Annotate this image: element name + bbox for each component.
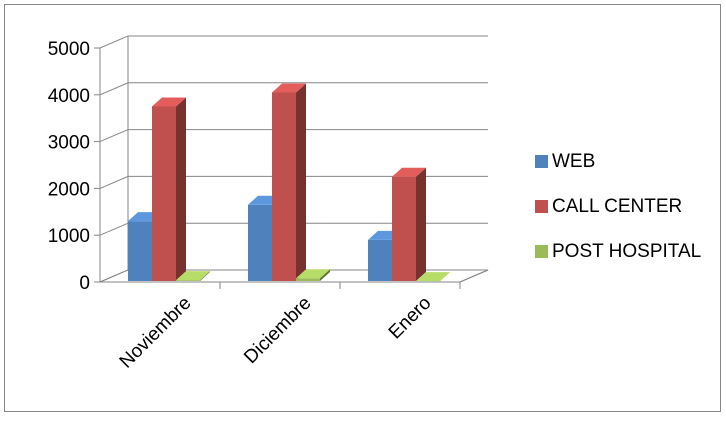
- bar-side: [176, 97, 186, 281]
- y-tick-label: 3000: [48, 133, 90, 154]
- bar-front: [128, 221, 152, 281]
- legend-label: WEB: [552, 151, 595, 172]
- bar-front: [368, 239, 392, 281]
- legend: WEB CALL CENTER POST HOSPITAL: [535, 151, 701, 262]
- bar: [176, 271, 210, 281]
- bar-top: [272, 83, 306, 93]
- y-tick-label: 1000: [48, 226, 90, 247]
- chart-border: [4, 4, 721, 412]
- bar-side: [320, 269, 330, 281]
- y-tick-label: 2000: [48, 179, 90, 200]
- bar-side: [416, 167, 426, 281]
- bar-top: [296, 269, 330, 279]
- legend-swatch: [535, 155, 548, 168]
- bar: [392, 167, 426, 281]
- bar-top: [416, 272, 450, 282]
- y-tick-label: 0: [79, 273, 90, 294]
- bars: [128, 83, 450, 282]
- bar: [152, 97, 186, 281]
- y-tick-label: 4000: [48, 86, 90, 107]
- axes: [94, 36, 489, 289]
- y-tick-label: 5000: [48, 39, 90, 60]
- y-tick-labels: 0 1000 2000 3000 4000 5000: [48, 39, 90, 294]
- bar-front: [272, 92, 296, 282]
- legend-label: POST HOSPITAL: [552, 241, 701, 262]
- bar-front: [152, 106, 176, 281]
- legend-swatch: [535, 200, 548, 213]
- bar: [272, 83, 306, 282]
- bar-top: [392, 167, 426, 177]
- bar: [296, 269, 330, 281]
- floor-right-edge: [459, 269, 489, 283]
- legend-label: CALL CENTER: [552, 196, 682, 217]
- bar-front: [392, 176, 416, 281]
- bar-top: [152, 97, 186, 107]
- bar-side: [296, 83, 306, 282]
- bar-side: [200, 271, 210, 281]
- bar-front: [248, 204, 272, 281]
- bar: [416, 272, 450, 282]
- bar-front: [176, 280, 200, 281]
- bar-front: [296, 278, 320, 281]
- legend-swatch: [535, 245, 548, 258]
- bar-top: [176, 271, 210, 281]
